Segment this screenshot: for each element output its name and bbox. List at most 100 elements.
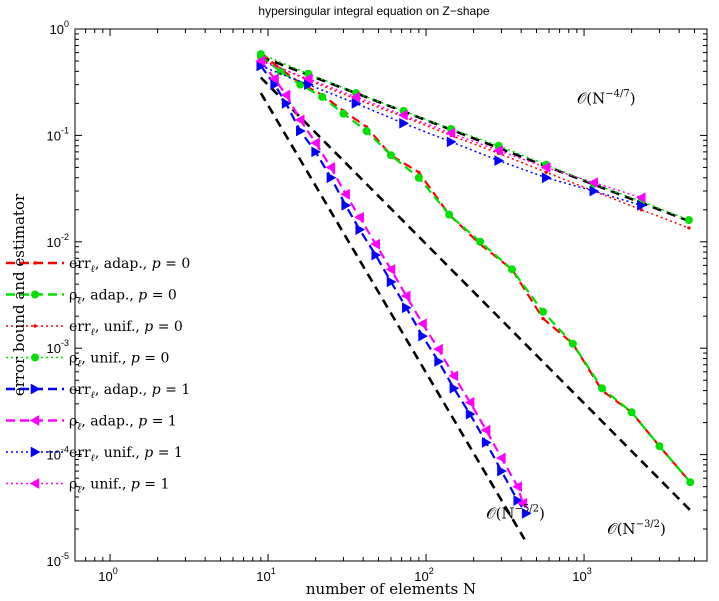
data-point xyxy=(588,177,599,189)
legend-label: ρℓ, unif., p = 0 xyxy=(69,351,169,370)
data-point xyxy=(598,384,607,393)
legend-entry: ρℓ, unif., p = 0 xyxy=(6,351,169,370)
series-line xyxy=(260,58,690,229)
legend-label: ρℓ, unif., p = 1 xyxy=(69,477,169,496)
data-point xyxy=(497,465,507,477)
data-point xyxy=(340,188,350,200)
data-point xyxy=(351,97,362,109)
data-point xyxy=(434,356,445,367)
data-point xyxy=(493,145,503,157)
y-tick-label: 10-5 xyxy=(47,551,69,569)
data-point xyxy=(341,199,352,211)
series xyxy=(255,55,646,204)
series xyxy=(255,55,528,509)
legend-label: errℓ, unif., p = 1 xyxy=(69,445,183,464)
data-point xyxy=(540,162,551,173)
data-point xyxy=(465,408,476,420)
data-point xyxy=(655,442,664,451)
data-point xyxy=(318,92,327,101)
data-point xyxy=(397,109,408,121)
y-tick-label: 10-2 xyxy=(47,232,69,250)
data-point xyxy=(639,208,644,212)
series xyxy=(256,60,647,211)
data-point xyxy=(280,89,291,101)
data-point xyxy=(386,276,397,288)
legend-swatch-marker xyxy=(30,446,41,458)
data-point xyxy=(521,507,532,519)
data-point xyxy=(256,50,265,59)
data-point xyxy=(326,172,337,184)
data-point xyxy=(512,481,522,493)
data-point xyxy=(402,302,412,314)
data-point xyxy=(387,151,395,160)
data-point xyxy=(339,109,348,118)
legend-label: errℓ, adap., p = 0 xyxy=(69,256,190,275)
data-point xyxy=(302,73,313,85)
data-point xyxy=(480,424,491,436)
reference-label: 𝒪(N−3/2) xyxy=(607,519,666,538)
data-point xyxy=(589,185,600,197)
data-point xyxy=(294,114,305,126)
legend-label: errℓ, unif., p = 0 xyxy=(69,319,183,338)
data-point xyxy=(325,162,336,173)
data-point xyxy=(310,137,320,149)
x-tick-label: 100 xyxy=(98,566,117,584)
data-point xyxy=(449,382,460,394)
reference-label: 𝒪(N−5/2) xyxy=(486,504,545,523)
data-point xyxy=(418,330,429,342)
data-point xyxy=(448,370,459,382)
data-point xyxy=(433,343,443,355)
data-point xyxy=(517,497,528,509)
data-point xyxy=(539,307,548,316)
data-point xyxy=(371,249,382,261)
data-point xyxy=(370,238,380,250)
x-axis-label: number of elements N xyxy=(306,580,476,598)
data-point xyxy=(541,172,552,184)
data-point xyxy=(354,211,364,223)
legend-swatch-marker xyxy=(31,290,39,299)
legend-swatch-marker xyxy=(30,383,41,395)
data-point xyxy=(687,226,691,230)
data-point xyxy=(508,265,517,274)
legend-label: errℓ, adap., p = 1 xyxy=(69,382,190,401)
y-axis-label: error bound and estimator xyxy=(10,193,28,396)
legend-swatch-marker xyxy=(29,478,40,489)
legend-entry: errℓ, unif., p = 0 xyxy=(6,319,183,338)
chart-title: hypersingular integral equation on Z−sha… xyxy=(258,4,489,18)
legend-swatch-marker xyxy=(31,353,39,362)
data-point xyxy=(414,173,423,182)
data-point xyxy=(296,80,305,89)
data-point xyxy=(686,478,695,487)
data-point xyxy=(296,125,306,137)
data-point xyxy=(568,339,577,348)
y-tick-label: 100 xyxy=(50,19,69,37)
y-tick-label: 10-3 xyxy=(47,338,69,356)
data-point xyxy=(355,224,366,236)
data-point xyxy=(417,318,427,330)
data-point xyxy=(400,290,411,302)
legend-entry: ρℓ, unif., p = 1 xyxy=(6,477,169,496)
data-point xyxy=(544,170,548,174)
legend: errℓ, adap., p = 0 ρℓ, adap., p = 0 errℓ, … xyxy=(6,256,190,496)
reference-label: 𝒪(N−4/7) xyxy=(577,88,636,107)
series-line xyxy=(260,55,692,483)
x-tick-label: 101 xyxy=(256,566,275,584)
data-point xyxy=(541,316,545,321)
data-point xyxy=(494,155,505,166)
data-point xyxy=(481,437,492,448)
data-point xyxy=(417,170,421,174)
data-point xyxy=(445,127,456,139)
x-tick-label: 102 xyxy=(414,566,433,584)
data-point xyxy=(281,97,292,109)
legend-swatch-marker xyxy=(29,415,40,426)
legend-entry: ρℓ, adap., p = 0 xyxy=(6,288,177,307)
data-point xyxy=(495,452,506,464)
legend-label: ρℓ, adap., p = 0 xyxy=(69,288,177,307)
data-point xyxy=(350,91,361,103)
y-tick-label: 10-1 xyxy=(47,125,69,143)
data-point xyxy=(464,396,475,408)
legend-entry: errℓ, adap., p = 1 xyxy=(6,382,190,401)
legend-label: ρℓ, adap., p = 1 xyxy=(69,414,177,433)
data-point xyxy=(637,199,647,211)
